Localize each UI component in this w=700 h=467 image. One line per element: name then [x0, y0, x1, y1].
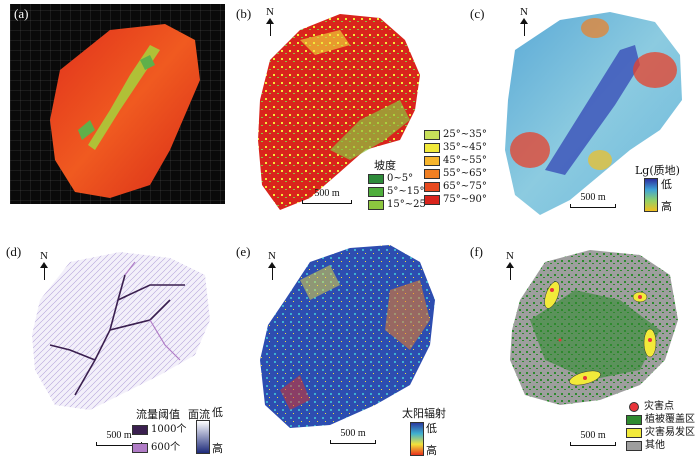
panel-f-hazard-map: [510, 250, 678, 405]
legend-label: 其他: [645, 440, 665, 451]
panel-a-label: (a): [14, 6, 29, 21]
legend-swatch: [132, 442, 148, 453]
legend-label: 0~5°: [387, 173, 414, 184]
scale-label: 500 m: [314, 188, 340, 199]
legend-swatch: [424, 181, 440, 192]
panel-c-label: (c): [470, 6, 485, 21]
legend-swatch: [424, 142, 440, 153]
legend-label: 65°~75°: [443, 181, 487, 192]
legend-swatch: [424, 168, 440, 179]
legend-item: 25°~35°: [424, 128, 487, 141]
panel-e-solar-map: [260, 245, 435, 428]
legend-swatch: [626, 440, 642, 451]
panel-e-legend-low: 低: [426, 422, 437, 435]
panel-d-threshold-1000: 1000个: [132, 420, 186, 435]
legend-item: 15°~25°: [368, 198, 431, 211]
panel-b-legend-col1: 0~5° 5°~15° 15°~25°: [368, 172, 431, 211]
panel-c-north-arrow: N: [516, 6, 532, 36]
panel-f-legend: 灾害点 植被覆盖区 灾害易发区 其他: [626, 400, 695, 452]
north-letter: N: [506, 250, 514, 262]
legend-swatch: [424, 155, 440, 166]
legend-swatch: [368, 186, 384, 197]
legend-item: 植被覆盖区: [626, 413, 695, 426]
panel-b-label: (b): [236, 6, 252, 21]
legend-label: 45°~55°: [443, 155, 487, 166]
legend-label: 600个: [151, 442, 181, 453]
legend-label: 15°~25°: [387, 199, 431, 210]
panel-c-scale-bar: 500 m: [570, 192, 616, 208]
panel-a-terrain-3d: [10, 4, 225, 204]
panel-f-scale-bar: 500 m: [570, 430, 616, 446]
north-letter: N: [40, 250, 48, 262]
panel-c-texture-map: [505, 12, 682, 215]
north-letter: N: [266, 6, 274, 18]
panel-c-colorbar: [644, 178, 658, 212]
panel-c-legend-low: 低: [661, 178, 672, 191]
panel-b-scale-bar: 500 m: [302, 188, 352, 204]
panel-e-legend-high: 高: [426, 444, 437, 457]
panel-b-north-arrow: N: [262, 6, 278, 36]
legend-item: 65°~75°: [424, 180, 487, 193]
panel-e-legend-title: 太阳辐射: [402, 407, 446, 420]
panel-d-label: (d): [6, 244, 22, 259]
panel-f-north-arrow: N: [502, 250, 518, 280]
panel-d-surface-label: 面流: [188, 408, 210, 421]
legend-swatch: [626, 427, 642, 438]
legend-label: 75°~90°: [443, 194, 487, 205]
panel-c-legend-title: Lg(质地): [635, 164, 680, 177]
panel-e-scale-bar: 500 m: [330, 428, 376, 444]
hazard-point-icon: [629, 401, 639, 412]
north-letter: N: [520, 6, 528, 18]
panel-f-label: (f): [470, 244, 483, 259]
legend-item: 灾害易发区: [626, 426, 695, 439]
scale-label: 500 m: [580, 192, 606, 203]
panel-d-north-arrow: N: [36, 250, 52, 280]
legend-label: 5°~15°: [387, 186, 425, 197]
legend-swatch: [424, 194, 440, 205]
panel-b-slope-map: [258, 14, 420, 210]
legend-swatch: [424, 129, 440, 140]
legend-swatch: [368, 199, 384, 210]
panel-d-legend-high: 高: [212, 442, 223, 455]
legend-swatch: [626, 414, 642, 425]
panel-d-legend-title: 流量阈值: [136, 408, 180, 421]
legend-label: 25°~35°: [443, 129, 487, 140]
panel-e-colorbar: [410, 422, 424, 456]
legend-label: 1000个: [151, 424, 187, 435]
legend-label: 55°~65°: [443, 168, 487, 179]
panel-e-north-arrow: N: [264, 250, 280, 280]
legend-label: 灾害点: [644, 401, 674, 412]
legend-item: 45°~55°: [424, 154, 487, 167]
legend-swatch: [368, 173, 384, 184]
legend-swatch: [132, 424, 148, 435]
legend-item: 55°~65°: [424, 167, 487, 180]
panel-b-legend-col2: 25°~35° 35°~45° 45°~55° 55°~65° 65°~75° …: [424, 128, 487, 206]
legend-item: 75°~90°: [424, 193, 487, 206]
scale-label: 500 m: [580, 430, 606, 441]
legend-item: 35°~45°: [424, 141, 487, 154]
legend-label: 35°~45°: [443, 142, 487, 153]
panel-c-legend-high: 高: [661, 200, 672, 213]
panel-d-colorbar: [196, 420, 210, 454]
legend-item: 灾害点: [626, 400, 695, 413]
panel-d-threshold-600: 600个: [132, 438, 180, 453]
scale-label: 500 m: [340, 428, 366, 439]
scale-label: 500 m: [106, 430, 132, 441]
legend-label: 灾害易发区: [645, 427, 695, 438]
legend-item: 5°~15°: [368, 185, 431, 198]
north-letter: N: [268, 250, 276, 262]
panel-e-label: (e): [236, 244, 251, 259]
panel-b-legend-title: 坡度: [374, 159, 396, 172]
legend-item: 其他: [626, 439, 695, 452]
panel-d-legend-low: 低: [212, 406, 223, 419]
legend-item: 0~5°: [368, 172, 431, 185]
legend-label: 植被覆盖区: [645, 414, 695, 425]
panel-d-flow-map: [32, 252, 210, 410]
